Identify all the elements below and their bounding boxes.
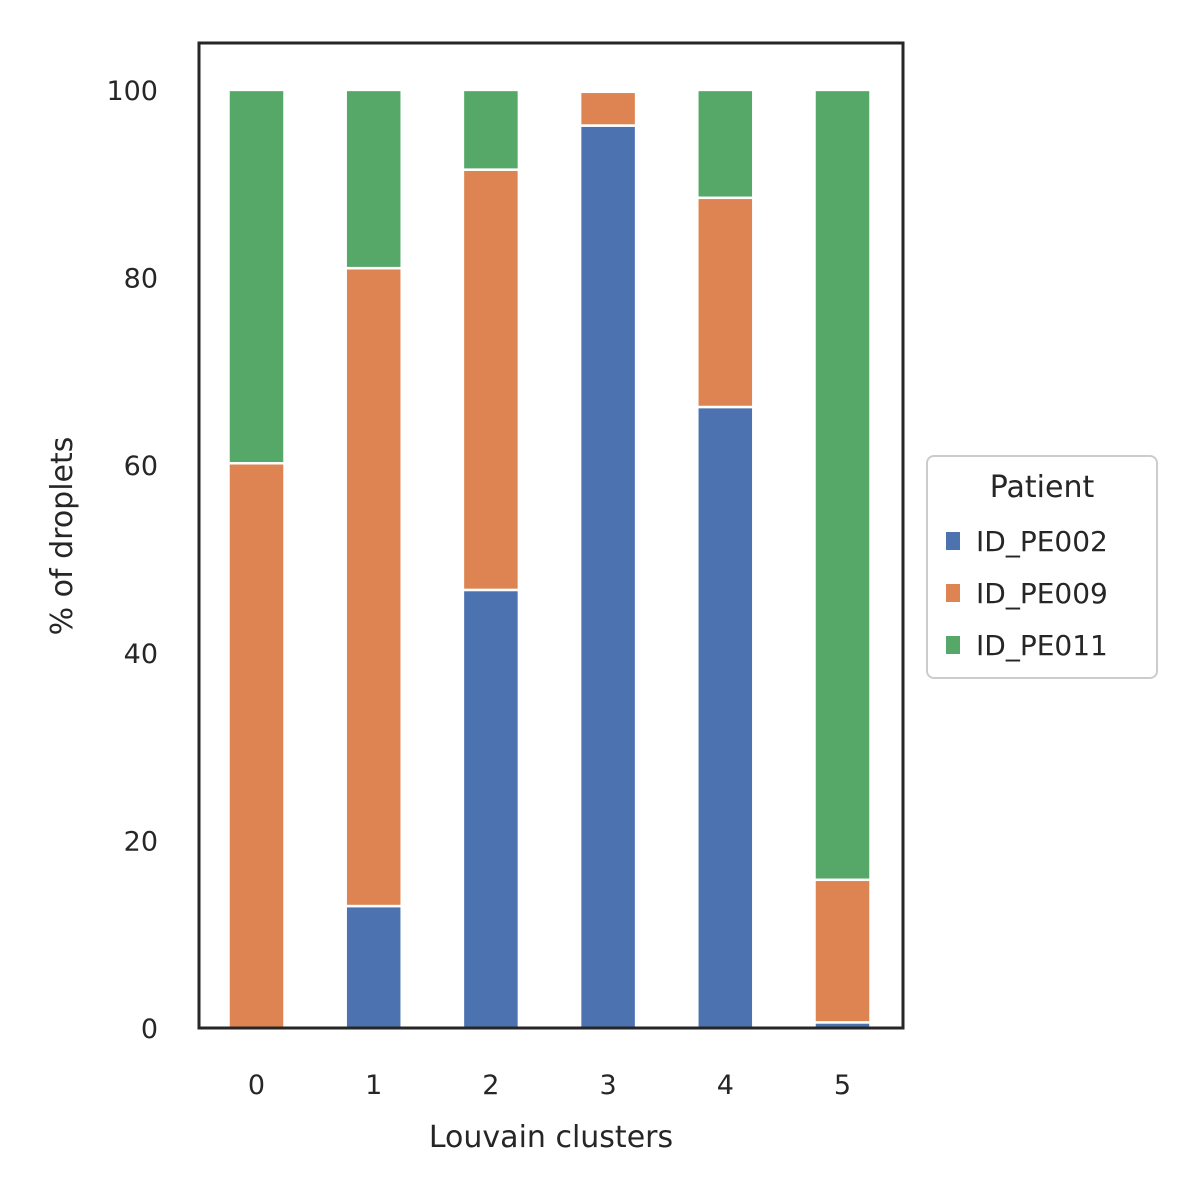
legend-label: ID_PE002 — [976, 525, 1108, 558]
x-tick-labels: 0 1 2 3 4 5 — [248, 1070, 851, 1101]
bar-segment-ID_PE011-cluster-1 — [344, 88, 403, 270]
y-tick-label: 0 — [141, 1014, 158, 1045]
bar-segment-ID_PE011-cluster-0 — [227, 88, 286, 465]
bar-segment-ID_PE002-cluster-3 — [578, 124, 638, 1030]
y-tick-label: 100 — [106, 76, 158, 107]
legend-box — [926, 455, 1158, 679]
bar-segment-ID_PE002-cluster-1 — [344, 904, 403, 1030]
bar-segment-ID_PE011-cluster-2 — [461, 88, 521, 171]
x-tick-label: 1 — [365, 1070, 382, 1101]
bar-segment-ID_PE009-cluster-5 — [813, 878, 872, 1024]
bar-segment-ID_PE009-cluster-2 — [461, 168, 521, 592]
bar-segment-ID_PE002-cluster-4 — [696, 405, 755, 1030]
bars-layer — [227, 88, 872, 1030]
x-axis-label: Louvain clusters — [429, 1120, 673, 1155]
legend: Patient ID_PE002 ID_PE009 ID_PE011 — [926, 455, 1158, 679]
legend-swatch — [946, 532, 960, 550]
x-tick-label: 4 — [717, 1070, 734, 1101]
x-tick-label: 3 — [600, 1070, 617, 1101]
y-tick-label: 60 — [124, 451, 158, 482]
legend-title: Patient — [990, 470, 1095, 505]
y-tick-labels: 0 20 40 60 80 100 — [106, 76, 158, 1045]
bar-segment-ID_PE011-cluster-4 — [696, 88, 755, 200]
bar-segment-ID_PE009-cluster-0 — [227, 462, 286, 1030]
y-tick-label: 40 — [124, 639, 158, 670]
bar-segment-ID_PE009-cluster-3 — [578, 90, 638, 127]
x-tick-label: 0 — [248, 1070, 265, 1101]
bar-segment-ID_PE009-cluster-1 — [344, 266, 403, 908]
y-axis-label: % of droplets — [45, 437, 80, 636]
legend-entries: ID_PE002 ID_PE009 ID_PE011 — [946, 525, 1108, 662]
legend-swatch — [946, 584, 960, 602]
plot-frame — [197, 41, 905, 1030]
bar-segment-ID_PE002-cluster-2 — [461, 588, 521, 1030]
x-tick-label: 5 — [834, 1070, 851, 1101]
bar-segment-ID_PE011-cluster-5 — [813, 88, 872, 882]
legend-label: ID_PE009 — [976, 577, 1108, 610]
legend-label: ID_PE011 — [976, 629, 1108, 662]
legend-swatch — [946, 636, 960, 654]
bar-segment-ID_PE009-cluster-4 — [696, 196, 755, 409]
x-tick-label: 2 — [482, 1070, 499, 1101]
bar-segment-ID_PE011-cluster-3 — [578, 88, 638, 94]
y-tick-label: 80 — [124, 264, 158, 295]
y-tick-label: 20 — [124, 826, 158, 857]
